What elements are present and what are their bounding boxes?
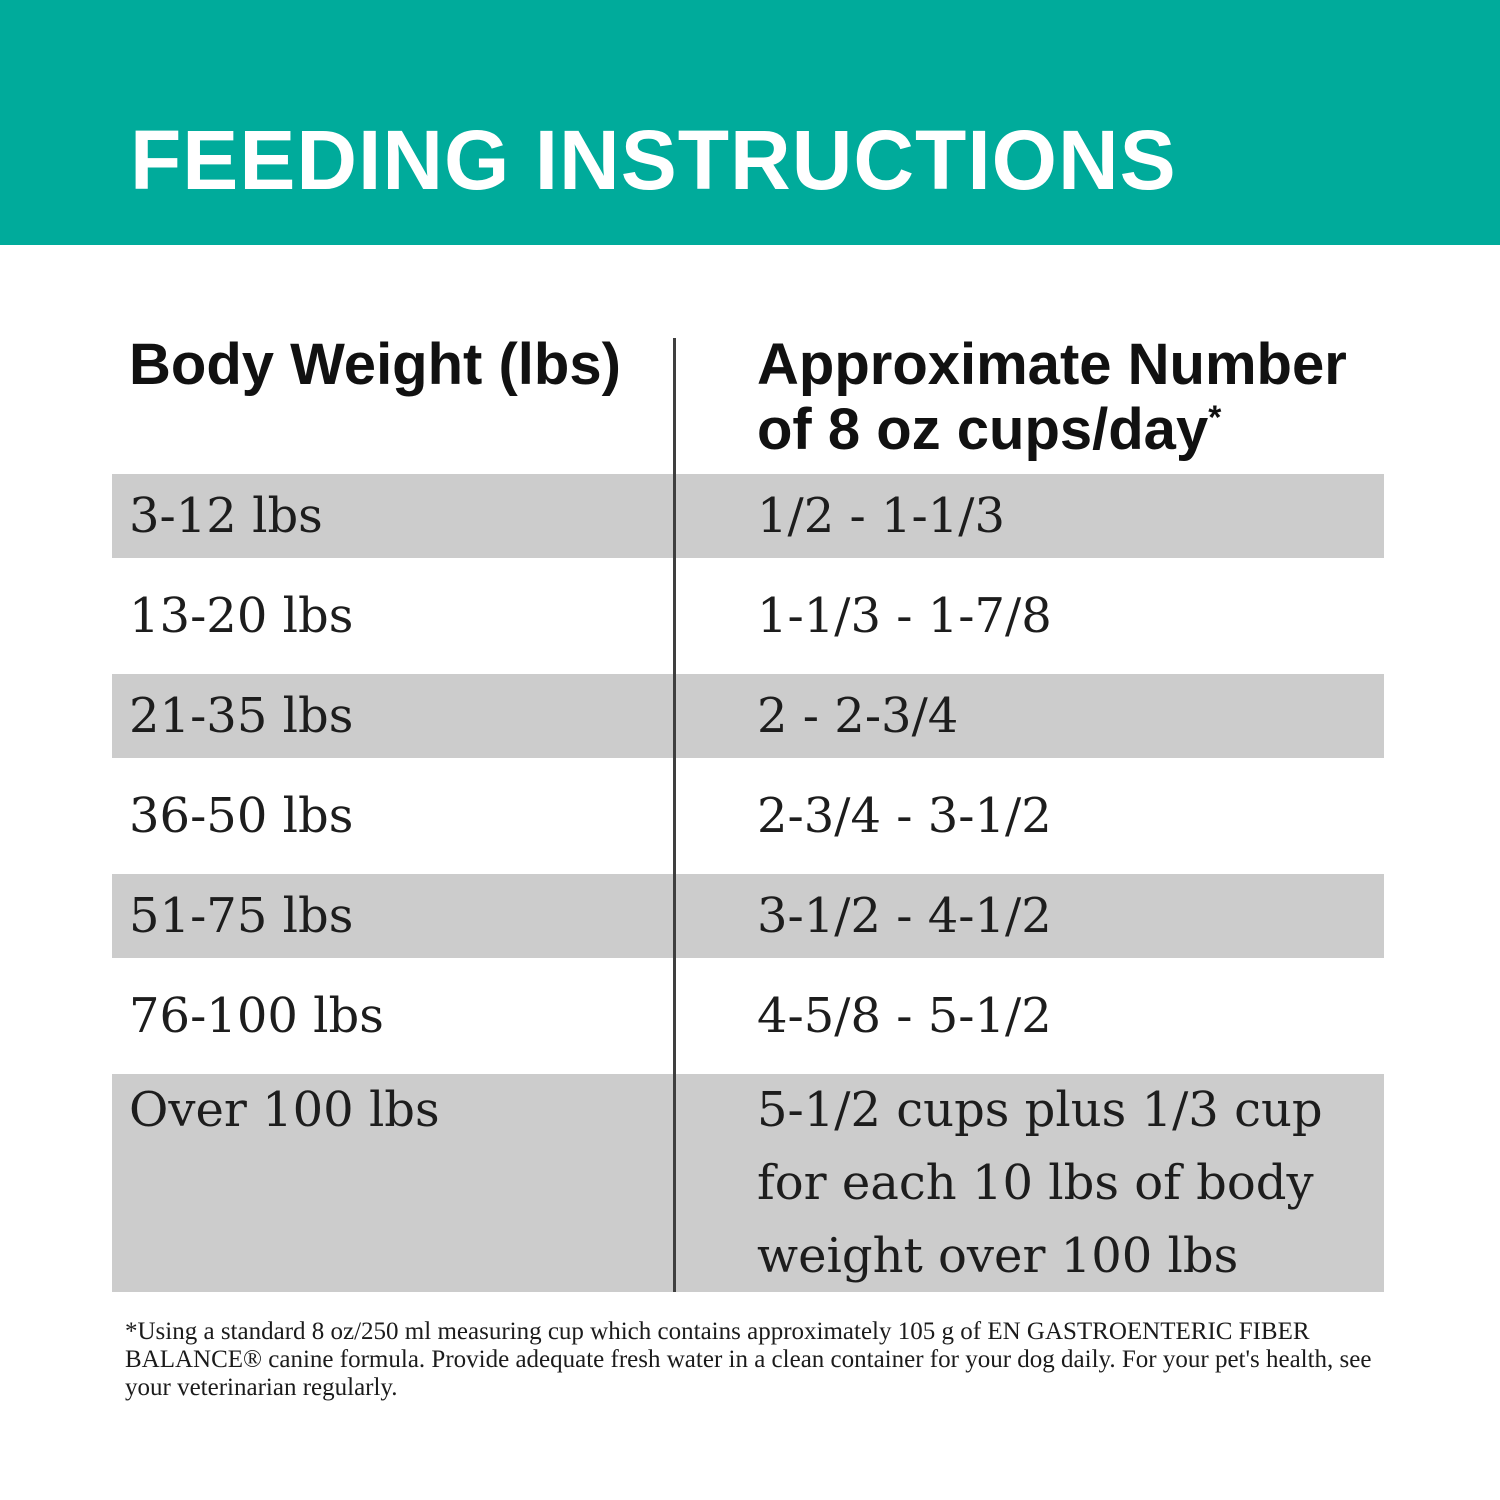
body-weight-value: Over 100 lbs — [129, 1082, 440, 1138]
cups-per-day-value: 1/2 - 1-1/3 — [757, 488, 1005, 544]
footnote-asterisk: * — [1208, 399, 1222, 437]
header-banner: FEEDING INSTRUCTIONS — [0, 0, 1500, 245]
table-row: 36-50 lbs 2-3/4 - 3-1/2 — [112, 758, 1384, 874]
table-row: Over 100 lbs 5-1/2 cups plus 1/3 cup for… — [112, 1074, 1384, 1292]
column-divider-line — [673, 338, 676, 1292]
column-header-cups-line2: of 8 oz cups/day — [757, 397, 1209, 462]
table-row: 3-12 lbs 1/2 - 1-1/3 — [112, 474, 1384, 558]
cups-per-day-value: 2-3/4 - 3-1/2 — [757, 788, 1052, 844]
cups-per-day-value: 1-1/3 - 1-7/8 — [757, 588, 1052, 644]
column-header-cups-per-day: Approximate Number of 8 oz cups/day* — [757, 332, 1397, 462]
body-weight-value: 76-100 lbs — [129, 988, 384, 1044]
cups-per-day-value: 5-1/2 cups plus 1/3 cup for each 10 lbs … — [757, 1082, 1323, 1284]
feeding-table-body: 3-12 lbs 1/2 - 1-1/3 13-20 lbs 1-1/3 - 1… — [112, 474, 1384, 1292]
cups-per-day-value: 4-5/8 - 5-1/2 — [757, 988, 1052, 1044]
body-weight-value: 3-12 lbs — [129, 488, 323, 544]
table-row: 51-75 lbs 3-1/2 - 4-1/2 — [112, 874, 1384, 958]
table-row: 13-20 lbs 1-1/3 - 1-7/8 — [112, 558, 1384, 674]
body-weight-value: 36-50 lbs — [129, 788, 354, 844]
footnote-text: *Using a standard 8 oz/250 ml measuring … — [125, 1318, 1372, 1401]
body-weight-value: 21-35 lbs — [129, 688, 354, 744]
table-row: 21-35 lbs 2 - 2-3/4 — [112, 674, 1384, 758]
body-weight-value: 13-20 lbs — [129, 588, 354, 644]
cups-per-day-value: 2 - 2-3/4 — [757, 688, 959, 744]
page-title: FEEDING INSTRUCTIONS — [130, 113, 1177, 207]
column-header-cups-line1: Approximate Number — [757, 332, 1347, 397]
cups-per-day-value: 3-1/2 - 4-1/2 — [757, 888, 1052, 944]
body-weight-value: 51-75 lbs — [129, 888, 354, 944]
table-row: 76-100 lbs 4-5/8 - 5-1/2 — [112, 958, 1384, 1074]
column-header-body-weight: Body Weight (lbs) — [129, 332, 621, 397]
